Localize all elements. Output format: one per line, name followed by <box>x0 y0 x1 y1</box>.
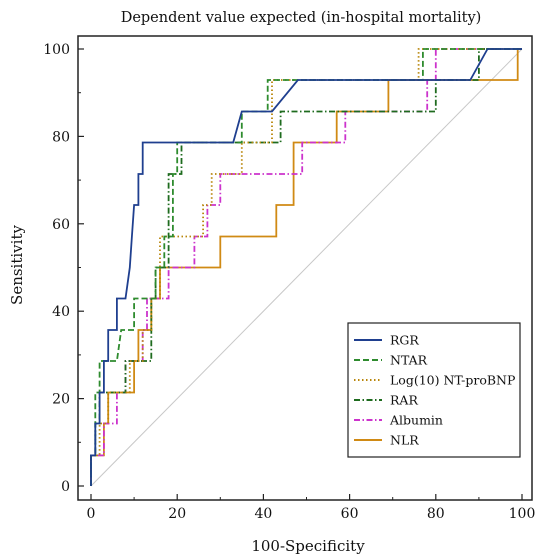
x-tick-label: 0 <box>87 506 96 522</box>
y-tick-label: 20 <box>52 392 70 408</box>
chart-title: Dependent value expected (in-hospital mo… <box>121 10 482 26</box>
axis-ticks: 0 20 40 60 80 100 0 20 40 60 80 100 <box>43 42 535 522</box>
legend-label-log-10-nt-probnp: Log(10) NT-proBNP <box>390 373 515 388</box>
x-tick-label: 20 <box>168 506 186 522</box>
y-tick-label: 40 <box>52 304 70 320</box>
y-axis-label: Sensitivity <box>8 225 26 305</box>
legend-label-rgr: RGR <box>390 333 419 348</box>
y-tick-label: 60 <box>52 217 70 233</box>
legend: RGR NTAR Log(10) NT-proBNP RAR Albumin NLR <box>347 322 521 458</box>
legend-label-nlr: NLR <box>390 433 419 448</box>
series-line-rgr <box>90 48 522 486</box>
legend-box <box>347 322 521 458</box>
y-tick-label: 0 <box>61 479 70 495</box>
y-tick-label: 80 <box>52 129 70 145</box>
legend-label-albumin: Albumin <box>389 413 443 428</box>
legend-label-ntar: NTAR <box>390 353 428 368</box>
y-tick-label: 100 <box>43 42 70 58</box>
x-tick-label: 80 <box>427 506 445 522</box>
x-tick-label: 100 <box>509 506 536 522</box>
series-line-rar <box>90 48 522 486</box>
legend-label-rar: RAR <box>390 393 418 408</box>
x-tick-label: 60 <box>341 506 359 522</box>
x-axis-label: 100-Specificity <box>251 537 365 555</box>
series-line-albumin <box>90 48 522 486</box>
x-tick-label: 40 <box>254 506 272 522</box>
reference-diagonal <box>90 48 523 487</box>
series-layer <box>90 48 522 486</box>
series-line-log-10-nt-probnp <box>90 48 522 486</box>
